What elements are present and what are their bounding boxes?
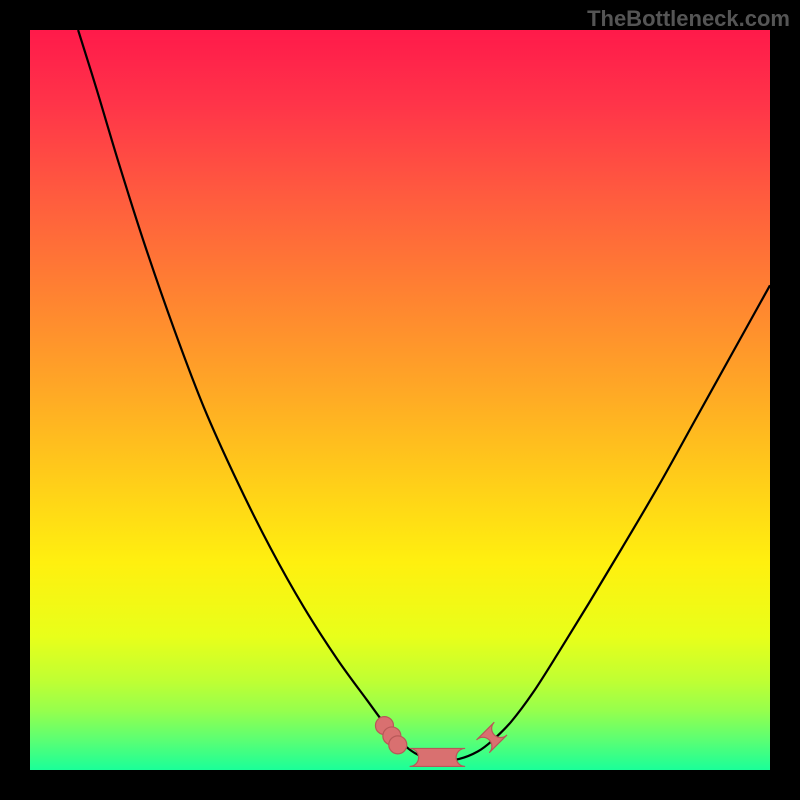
- chart-svg: [0, 0, 800, 800]
- chart-container: TheBottleneck.com: [0, 0, 800, 800]
- watermark-text: TheBottleneck.com: [587, 6, 790, 32]
